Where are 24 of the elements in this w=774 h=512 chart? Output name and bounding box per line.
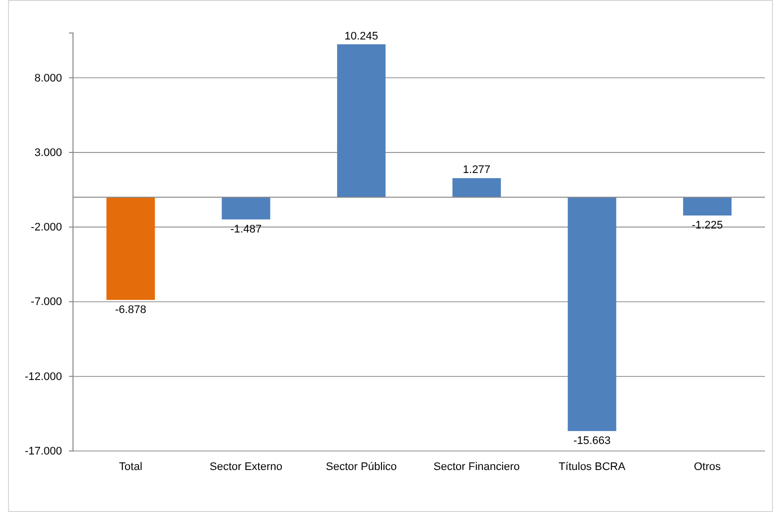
- y-tick-label: -12.000: [24, 370, 62, 383]
- y-tick-label: 8.000: [34, 72, 62, 84]
- data-label: 10.245: [344, 30, 378, 42]
- data-label: -1.225: [692, 220, 723, 232]
- bar: [568, 197, 616, 432]
- y-tick-label: 3.000: [34, 146, 62, 159]
- data-label: 1.277: [462, 164, 490, 176]
- bar: [222, 197, 270, 220]
- data-label: -1.487: [230, 223, 262, 236]
- y-tick-label: -7.000: [30, 296, 62, 308]
- y-tick-label: -2.000: [30, 222, 62, 234]
- x-tick-label: Sector Externo: [210, 461, 282, 473]
- bar: [337, 44, 386, 198]
- data-label: -6.878: [115, 304, 146, 316]
- x-tick-label: Total: [119, 461, 142, 473]
- x-tick-label: Otros: [694, 461, 722, 473]
- y-tick-label: -17.000: [24, 446, 62, 458]
- x-tick-label: Sector Público: [326, 461, 397, 473]
- x-tick-label: Sector Financiero: [434, 461, 520, 473]
- bar: [452, 178, 501, 198]
- bar: [683, 197, 732, 216]
- bar: [106, 197, 155, 300]
- data-label: -15.663: [573, 435, 611, 448]
- x-tick-label: Títulos BCRA: [558, 461, 626, 473]
